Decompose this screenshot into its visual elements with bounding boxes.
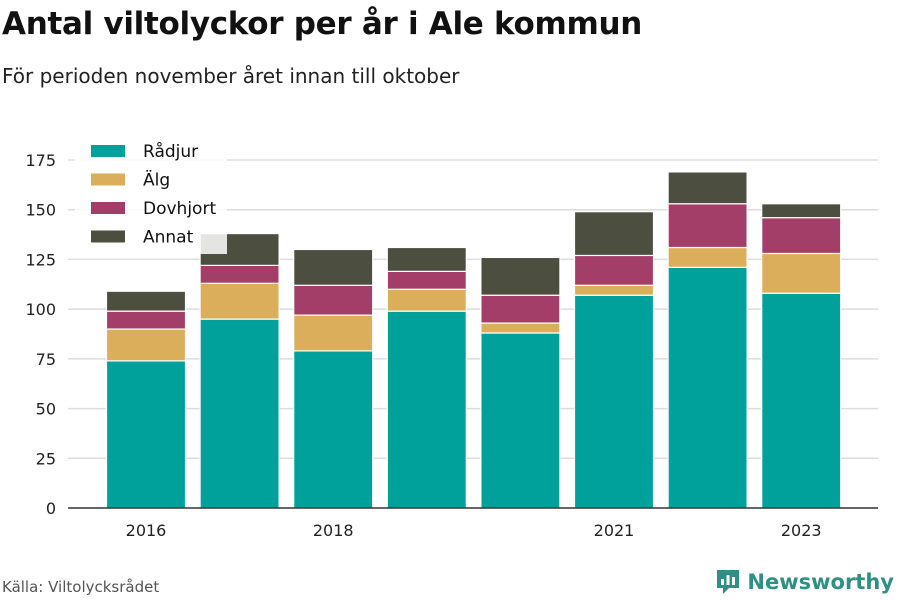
chart-subtitle: För perioden november året innan till ok…: [2, 64, 460, 88]
brand-name: Newsworthy: [747, 570, 894, 594]
legend-label: Älg: [143, 170, 170, 191]
bar-segment: [761, 217, 842, 255]
bar-segment: [573, 254, 655, 286]
bar-segment: [761, 203, 842, 219]
x-tick-label: 2018: [313, 521, 354, 540]
legend-swatch: [91, 145, 125, 157]
x-tick-label: 2016: [126, 521, 167, 540]
legend-label: Rådjur: [143, 141, 198, 162]
bar-segment: [573, 284, 655, 296]
bar-segment: [480, 256, 561, 296]
y-axis: 0 25 50 75 100 125 150 175: [25, 151, 56, 518]
bar-segment: [667, 171, 748, 205]
bar-segment: [105, 360, 187, 509]
source-note: Källa: Viltolycksrådet: [2, 578, 160, 596]
y-tick-label: 0: [46, 499, 56, 518]
bar-segment: [386, 288, 467, 312]
legend-label: Dovhjort: [143, 199, 216, 219]
bar-segment: [761, 252, 842, 294]
x-tick-label: 2021: [594, 521, 635, 540]
y-tick-label: 50: [36, 400, 56, 419]
bar-segment: [199, 264, 280, 284]
y-tick-label: 25: [36, 449, 56, 468]
bar-segment: [480, 294, 561, 324]
bar-segment: [667, 203, 748, 249]
legend-swatch: [91, 173, 125, 186]
y-tick-label: 75: [36, 350, 56, 369]
y-tick-label: 125: [25, 250, 56, 269]
bars: [105, 171, 842, 509]
bar-segment: [667, 266, 748, 509]
y-tick-label: 150: [25, 201, 56, 220]
bar-segment: [480, 332, 561, 509]
legend-swatch: [91, 202, 125, 214]
bar-segment: [667, 246, 748, 268]
bar-segment: [573, 294, 655, 509]
bar-segment: [293, 314, 374, 352]
bar-segment: [293, 284, 374, 316]
bar-segment: [105, 328, 187, 362]
chart-title: Antal viltolyckor per år i Ale kommun: [2, 6, 643, 42]
bar-segment: [105, 290, 187, 312]
x-tick-label: 2023: [781, 521, 822, 540]
bar-segment: [386, 310, 467, 509]
newsworthy-logo-icon: [717, 570, 740, 594]
bar-segment: [386, 246, 467, 272]
legend-swatch: [91, 230, 125, 243]
legend: Rådjur Älg Dovhjort Annat: [75, 136, 227, 254]
bar-segment: [573, 211, 655, 257]
bar-segment: [199, 318, 280, 509]
bar-segment: [761, 292, 842, 509]
x-axis: 2016 2018 2021 2023: [68, 507, 878, 540]
bar-segment: [386, 270, 467, 290]
bar-segment: [199, 282, 280, 320]
y-tick-label: 100: [25, 300, 56, 319]
brand-logo: Newsworthy: [715, 568, 894, 596]
bar-segment: [293, 350, 374, 509]
bar-segment: [105, 310, 187, 330]
legend-label: Annat: [143, 228, 194, 248]
bar-segment: [293, 248, 374, 286]
bar-segment: [480, 322, 561, 334]
y-tick-label: 175: [25, 151, 56, 170]
